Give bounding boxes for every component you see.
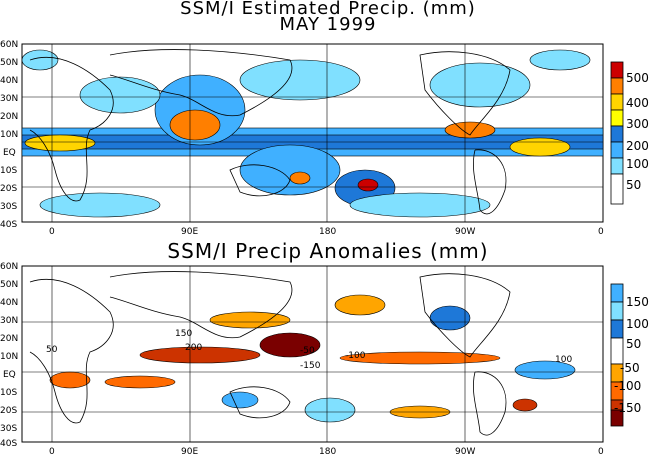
lat-label: 30N bbox=[0, 316, 18, 326]
bottom-map-title: SSM/I Precip Anomalies (mm) bbox=[167, 239, 489, 263]
lat-label: 10S bbox=[0, 388, 17, 398]
lon-label: 0 bbox=[598, 447, 604, 457]
lat-label: 60N bbox=[0, 40, 18, 50]
lat-label: 50N bbox=[0, 58, 18, 68]
bottom-colorbar-labels: 150 100 50 -50 -100 -150 bbox=[614, 295, 649, 415]
bottom-anomaly-field bbox=[49, 294, 576, 423]
lat-label: 10S bbox=[0, 166, 17, 176]
contour-label: -50 bbox=[300, 346, 315, 356]
colorbar-label: 50 bbox=[626, 178, 641, 192]
top-colorbar bbox=[610, 61, 624, 205]
lat-label: 20N bbox=[0, 112, 18, 122]
top-lat-labels: 60N 50N 40N 30N 20N 10N EQ 10S 20S 30S 4… bbox=[0, 40, 18, 230]
lat-label: 20S bbox=[0, 406, 17, 416]
lat-label: 10N bbox=[0, 130, 18, 140]
lon-label: 0 bbox=[49, 227, 55, 237]
colorbar-swatch bbox=[610, 77, 624, 95]
lat-label: 10N bbox=[0, 352, 18, 362]
top-map-title: SSM/I Estimated Precip. (mm) bbox=[180, 0, 476, 19]
colorbar-swatch bbox=[610, 157, 624, 175]
lon-label: 180 bbox=[319, 227, 336, 237]
top-gridlines bbox=[22, 44, 603, 222]
colorbar-label: -50 bbox=[620, 361, 640, 375]
lat-label: 40S bbox=[0, 439, 17, 449]
colorbar-swatch bbox=[610, 141, 624, 159]
contour-label: -150 bbox=[300, 361, 321, 371]
colorbar-label: 200 bbox=[626, 139, 649, 153]
colorbar-swatch bbox=[610, 409, 624, 427]
lat-label: 40N bbox=[0, 298, 18, 308]
colorbar-label: 50 bbox=[626, 337, 641, 351]
lon-label: 0 bbox=[598, 227, 604, 237]
lat-label: 60N bbox=[0, 262, 18, 272]
contour-label: 50 bbox=[46, 345, 58, 355]
lat-label: 20S bbox=[0, 184, 17, 194]
lon-label: 90W bbox=[455, 447, 475, 457]
colorbar-label: 500 bbox=[626, 71, 649, 85]
bottom-lon-labels: 0 90E 180 90W 0 bbox=[49, 447, 604, 457]
colorbar-swatch bbox=[610, 173, 624, 205]
lat-label: 30S bbox=[0, 424, 17, 434]
colorbar-label: 100 bbox=[626, 317, 649, 331]
lon-label: 90E bbox=[181, 227, 198, 237]
colorbar-label: 400 bbox=[626, 96, 649, 110]
lat-label: EQ bbox=[3, 148, 16, 158]
lat-label: 30S bbox=[0, 202, 17, 212]
colorbar-swatch bbox=[610, 301, 624, 321]
colorbar-swatch bbox=[610, 93, 624, 111]
bottom-gridlines bbox=[22, 266, 603, 442]
bottom-lat-labels: 60N 50N 40N 30N 20N 10N EQ 10S 20S 30S 4… bbox=[0, 262, 18, 449]
lon-label: 90E bbox=[181, 447, 198, 457]
top-map: 60N 50N 40N 30N 20N 10N EQ 10S 20S 30S 4… bbox=[0, 40, 649, 237]
lat-label: 30N bbox=[0, 94, 18, 104]
colorbar-swatch bbox=[610, 61, 624, 79]
top-colorbar-labels: 500 400 300 200 100 50 bbox=[626, 71, 649, 192]
lat-label: EQ bbox=[3, 370, 16, 380]
colorbar-label: 100 bbox=[626, 157, 649, 171]
bottom-map: 50 150 200 -50 -100 -150 100 60N 50N 40N… bbox=[0, 262, 649, 457]
lat-label: 20N bbox=[0, 334, 18, 344]
colorbar-label: -100 bbox=[614, 379, 641, 393]
contour-label: 100 bbox=[555, 355, 572, 365]
bottom-colorbar bbox=[610, 283, 624, 427]
top-coastlines bbox=[29, 49, 511, 215]
colorbar-swatch bbox=[610, 125, 624, 143]
contour-label: 200 bbox=[185, 343, 202, 353]
colorbar-swatch bbox=[610, 109, 624, 127]
colorbar-swatch bbox=[610, 319, 624, 339]
lat-label: 50N bbox=[0, 280, 18, 290]
top-lon-labels: 0 90E 180 90W 0 bbox=[49, 227, 604, 237]
lat-label: 40S bbox=[0, 220, 17, 230]
bottom-contour-labels: 50 150 200 -50 -100 -150 100 bbox=[46, 329, 572, 371]
lon-label: 180 bbox=[319, 447, 336, 457]
bottom-coastlines bbox=[29, 271, 511, 436]
contour-label: 150 bbox=[175, 329, 192, 339]
top-map-subtitle-month: MAY 1999 bbox=[279, 14, 377, 35]
colorbar-label: -150 bbox=[614, 401, 641, 415]
colorbar-label: 300 bbox=[626, 117, 649, 131]
colorbar-swatch bbox=[610, 283, 624, 303]
lon-label: 0 bbox=[49, 447, 55, 457]
colorbar-label: 150 bbox=[626, 295, 649, 309]
contour-label: -100 bbox=[345, 351, 366, 361]
lon-label: 90W bbox=[455, 227, 475, 237]
lat-label: 40N bbox=[0, 76, 18, 86]
